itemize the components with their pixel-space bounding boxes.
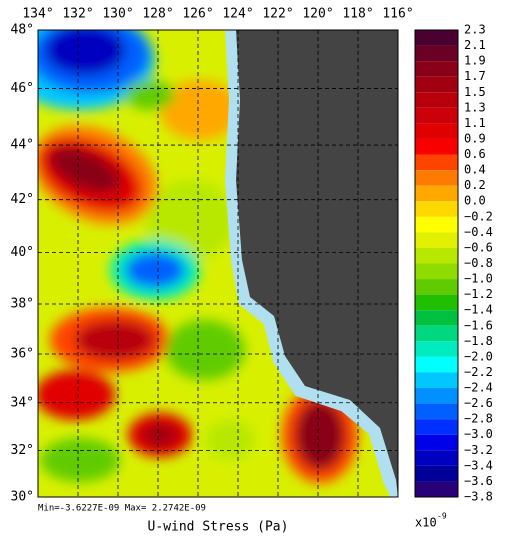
colorbar-box xyxy=(415,170,458,186)
colorbar-label: 0.9 xyxy=(464,131,486,145)
colorbar-label: 2.1 xyxy=(464,38,486,52)
colorbar-label: −3.0 xyxy=(464,427,493,441)
colorbar-box xyxy=(415,263,458,280)
colorbar-label: −2.0 xyxy=(464,349,493,363)
colorbar-label: −2.8 xyxy=(464,412,493,426)
colorbar-label: −1.0 xyxy=(464,272,493,286)
x-tick-label: 126° xyxy=(182,7,213,22)
colorbar-box xyxy=(415,247,458,264)
scale-exponent: -9 xyxy=(437,512,447,521)
x-tick-label: 130° xyxy=(102,7,133,22)
x-tick-label: 128° xyxy=(142,7,173,22)
colorbar-label: −3.6 xyxy=(464,474,493,488)
colorbar-label: 1.7 xyxy=(464,69,486,83)
y-tick-label: 30° xyxy=(11,490,34,505)
colorbar-box xyxy=(415,310,458,326)
colorbar-box xyxy=(415,216,458,233)
x-tick-label: 120° xyxy=(302,7,333,22)
colorbar-label: −2.4 xyxy=(464,381,493,395)
colorbar-box xyxy=(415,76,458,93)
colorbar-box xyxy=(415,434,458,451)
colorbar-label: 2.3 xyxy=(464,23,486,37)
colorbar-label: −0.4 xyxy=(464,225,493,239)
x-tick-label: 134° xyxy=(22,7,53,22)
colorbar-label: −1.4 xyxy=(464,303,493,317)
x-tick-label: 118° xyxy=(342,7,373,22)
y-tick-label: 34° xyxy=(11,395,34,410)
colorbar-box xyxy=(415,294,458,311)
y-tick-label: 36° xyxy=(11,347,34,362)
map-title: U-wind Stress (Pa) xyxy=(148,520,289,535)
scale-base: x10 xyxy=(415,516,437,530)
colorbar-label: 1.1 xyxy=(464,116,486,130)
stats: Min=-3.6227E-09 Max= 2.2742E-09 xyxy=(38,504,206,514)
colorbar-label: 0.6 xyxy=(464,147,486,161)
colorbar-label: −3.4 xyxy=(464,458,493,472)
colorbar-label: −1.2 xyxy=(464,287,493,301)
colorbar-frame xyxy=(414,29,459,498)
colorbar-label: 1.9 xyxy=(464,54,486,68)
colorbar-box xyxy=(415,279,458,295)
colorbar-label: −1.8 xyxy=(464,334,493,348)
colorbar-label: −2.2 xyxy=(464,365,493,379)
colorbar-box xyxy=(415,92,458,108)
colorbar-label: 0.4 xyxy=(464,163,486,177)
land xyxy=(236,30,398,497)
y-tick-label: 48° xyxy=(11,23,34,38)
colorbar-box xyxy=(415,450,458,466)
colorbar-label: 0.0 xyxy=(464,194,486,208)
colorbar-box xyxy=(415,232,458,248)
colorbar-box xyxy=(415,45,458,62)
colorbar-label: 1.5 xyxy=(464,85,486,99)
colorbar-box xyxy=(415,419,458,435)
x-tick-label: 122° xyxy=(262,7,293,22)
x-tick-label: 116° xyxy=(382,7,413,22)
colorbar-box xyxy=(415,325,458,342)
colorbar-box xyxy=(415,138,458,155)
colorbar-box xyxy=(415,30,458,46)
colorbar-box xyxy=(415,465,458,482)
colorbar-box xyxy=(415,403,458,420)
colorbar-box xyxy=(415,185,458,202)
y-tick-label: 42° xyxy=(11,192,34,207)
colorbar-box xyxy=(415,341,458,357)
y-tick-label: 32° xyxy=(11,443,34,458)
colorbar-label: −3.8 xyxy=(464,490,493,504)
colorbar-label: 0.2 xyxy=(464,178,486,192)
colorbar-box xyxy=(415,356,458,373)
y-tick-label: 44° xyxy=(11,138,34,153)
colorbar-label: 1.3 xyxy=(464,100,486,114)
y-tick-label: 46° xyxy=(11,81,34,96)
colorbar-box xyxy=(415,154,458,171)
colorbar-box xyxy=(415,481,458,497)
x-tick-label: 132° xyxy=(62,7,93,22)
field xyxy=(38,30,398,497)
map-frame xyxy=(37,29,399,498)
x-tick-label: 124° xyxy=(222,7,253,22)
colorbar-box xyxy=(415,123,458,139)
colorbar-label: −0.6 xyxy=(464,240,493,254)
colorbar-box xyxy=(415,107,458,124)
colorbar-box xyxy=(415,201,458,217)
colorbar-label: −1.6 xyxy=(464,318,493,332)
colorbar-label: −3.2 xyxy=(464,443,493,457)
colorbar-box xyxy=(415,388,458,404)
colorbar-box xyxy=(415,372,458,389)
colorbar-label: −2.6 xyxy=(464,396,493,410)
y-tick-label: 40° xyxy=(11,245,34,260)
colorbar-label: −0.8 xyxy=(464,256,493,270)
y-tick-label: 38° xyxy=(11,297,34,312)
colorbar-label: −0.2 xyxy=(464,209,493,223)
colorbar-box xyxy=(415,61,458,77)
